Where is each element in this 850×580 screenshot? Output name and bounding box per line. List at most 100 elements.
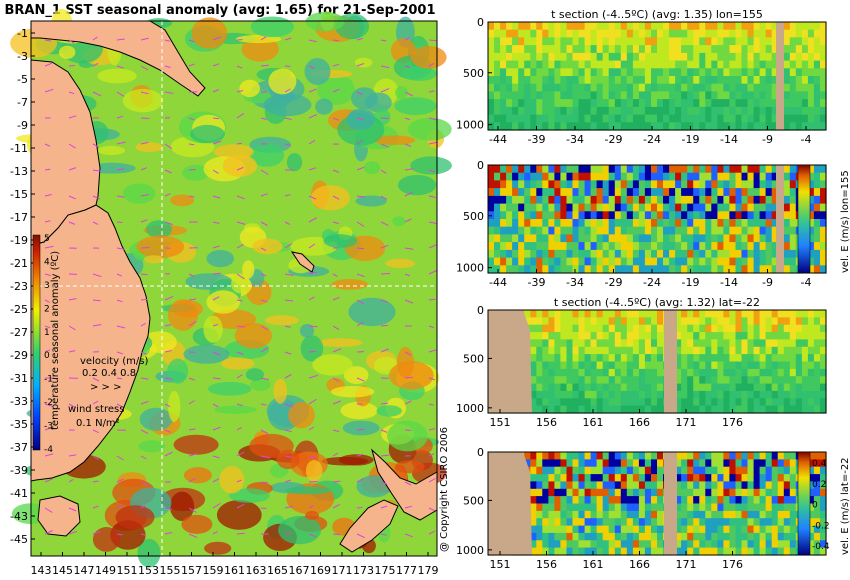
section-cell (741, 226, 749, 235)
section-cell (747, 324, 755, 333)
section-cell (807, 257, 815, 266)
section-cell (560, 346, 567, 355)
map-panel: -1-3-5-7-9-11-13-15-17-19-21-23-25-27-29… (10, 8, 452, 577)
section-cell (590, 376, 598, 385)
section-cell (620, 45, 628, 54)
section-cell (759, 172, 767, 181)
velocity-arrow (212, 272, 221, 275)
section-cell (506, 68, 513, 77)
map-field-patch (273, 378, 288, 404)
velocity-arrow (212, 36, 221, 41)
section-cell (560, 547, 567, 556)
section-cell (596, 390, 604, 399)
section-cell (554, 390, 561, 399)
section-cell (512, 188, 519, 197)
section-cell (729, 332, 736, 341)
section-cell (759, 368, 767, 377)
section-cell (500, 99, 507, 108)
section-cell (820, 405, 827, 414)
section-cell (602, 466, 610, 475)
section-cell (572, 188, 580, 197)
section-cell (705, 99, 712, 108)
section-cell (518, 234, 525, 243)
section-cell (807, 83, 815, 92)
section-cell (753, 459, 761, 468)
section-cell (783, 249, 791, 259)
section-cell (711, 346, 718, 355)
section-cell (705, 368, 712, 377)
map-y-tick-label: -7 (17, 96, 28, 109)
section-cell (608, 354, 616, 363)
section-cell (644, 339, 652, 348)
section-cell (512, 180, 519, 189)
section-cell (820, 496, 827, 505)
section-cell (536, 339, 543, 348)
section-cell (729, 37, 736, 46)
section-cell (602, 368, 610, 377)
section-cell (524, 114, 531, 123)
section-cell (705, 76, 712, 85)
section-cell (699, 317, 706, 326)
section-cell (795, 376, 803, 385)
section-cell (584, 45, 592, 54)
section-cell (644, 466, 652, 475)
section-cell (759, 503, 767, 512)
velocity-arrow (116, 141, 126, 145)
section-cell (651, 354, 658, 363)
section-cell (608, 211, 616, 220)
section-cell (608, 249, 616, 259)
section-cell (524, 203, 531, 212)
section-cell (699, 37, 706, 46)
section-cell (693, 532, 700, 541)
section-cell (789, 172, 797, 181)
section-cell (596, 310, 604, 318)
section-cell (548, 68, 555, 77)
section-cell (512, 76, 519, 85)
map-field-patch (207, 382, 252, 396)
section-cell (729, 540, 736, 549)
section-cell (687, 195, 694, 205)
section-cell (488, 234, 495, 243)
section-cell (681, 518, 688, 527)
velocity-arrow (236, 166, 244, 171)
section-cell (735, 226, 743, 235)
section-cell (699, 368, 706, 377)
section-cell (596, 249, 604, 259)
section-cell (693, 390, 700, 399)
section-cell (771, 525, 779, 534)
section-cell (530, 37, 537, 46)
section-cell (644, 29, 652, 38)
section-cell (536, 265, 543, 274)
section-cell (578, 510, 586, 519)
section-cell (524, 195, 531, 205)
section-cell (705, 481, 712, 490)
section-cell (602, 488, 610, 497)
section-cell (693, 99, 700, 108)
velocity-arrow (428, 530, 436, 535)
section-cell (506, 257, 513, 266)
section-cell (632, 99, 640, 108)
section-cell (657, 195, 664, 205)
section-cell (801, 398, 809, 407)
section-cell (807, 195, 815, 205)
section-cell (807, 547, 815, 556)
section-cell (795, 122, 803, 131)
section-cell (699, 540, 706, 549)
map-field-patch (356, 475, 392, 498)
section-cell (608, 180, 616, 189)
section-cell (590, 324, 598, 333)
section-cell (753, 165, 761, 174)
section-cell (741, 474, 749, 483)
section-cell (723, 532, 730, 541)
section-cell (530, 68, 537, 77)
velocity-arrow (92, 91, 102, 97)
section-cell (602, 60, 610, 69)
section-cell (560, 525, 567, 534)
map-y-tick-label: -27 (10, 326, 28, 339)
section-cell (530, 99, 537, 108)
section-cell (765, 122, 773, 131)
section-cell (524, 68, 531, 77)
section-cell (717, 242, 724, 251)
section-cell (687, 22, 694, 31)
section-cell (638, 547, 646, 556)
